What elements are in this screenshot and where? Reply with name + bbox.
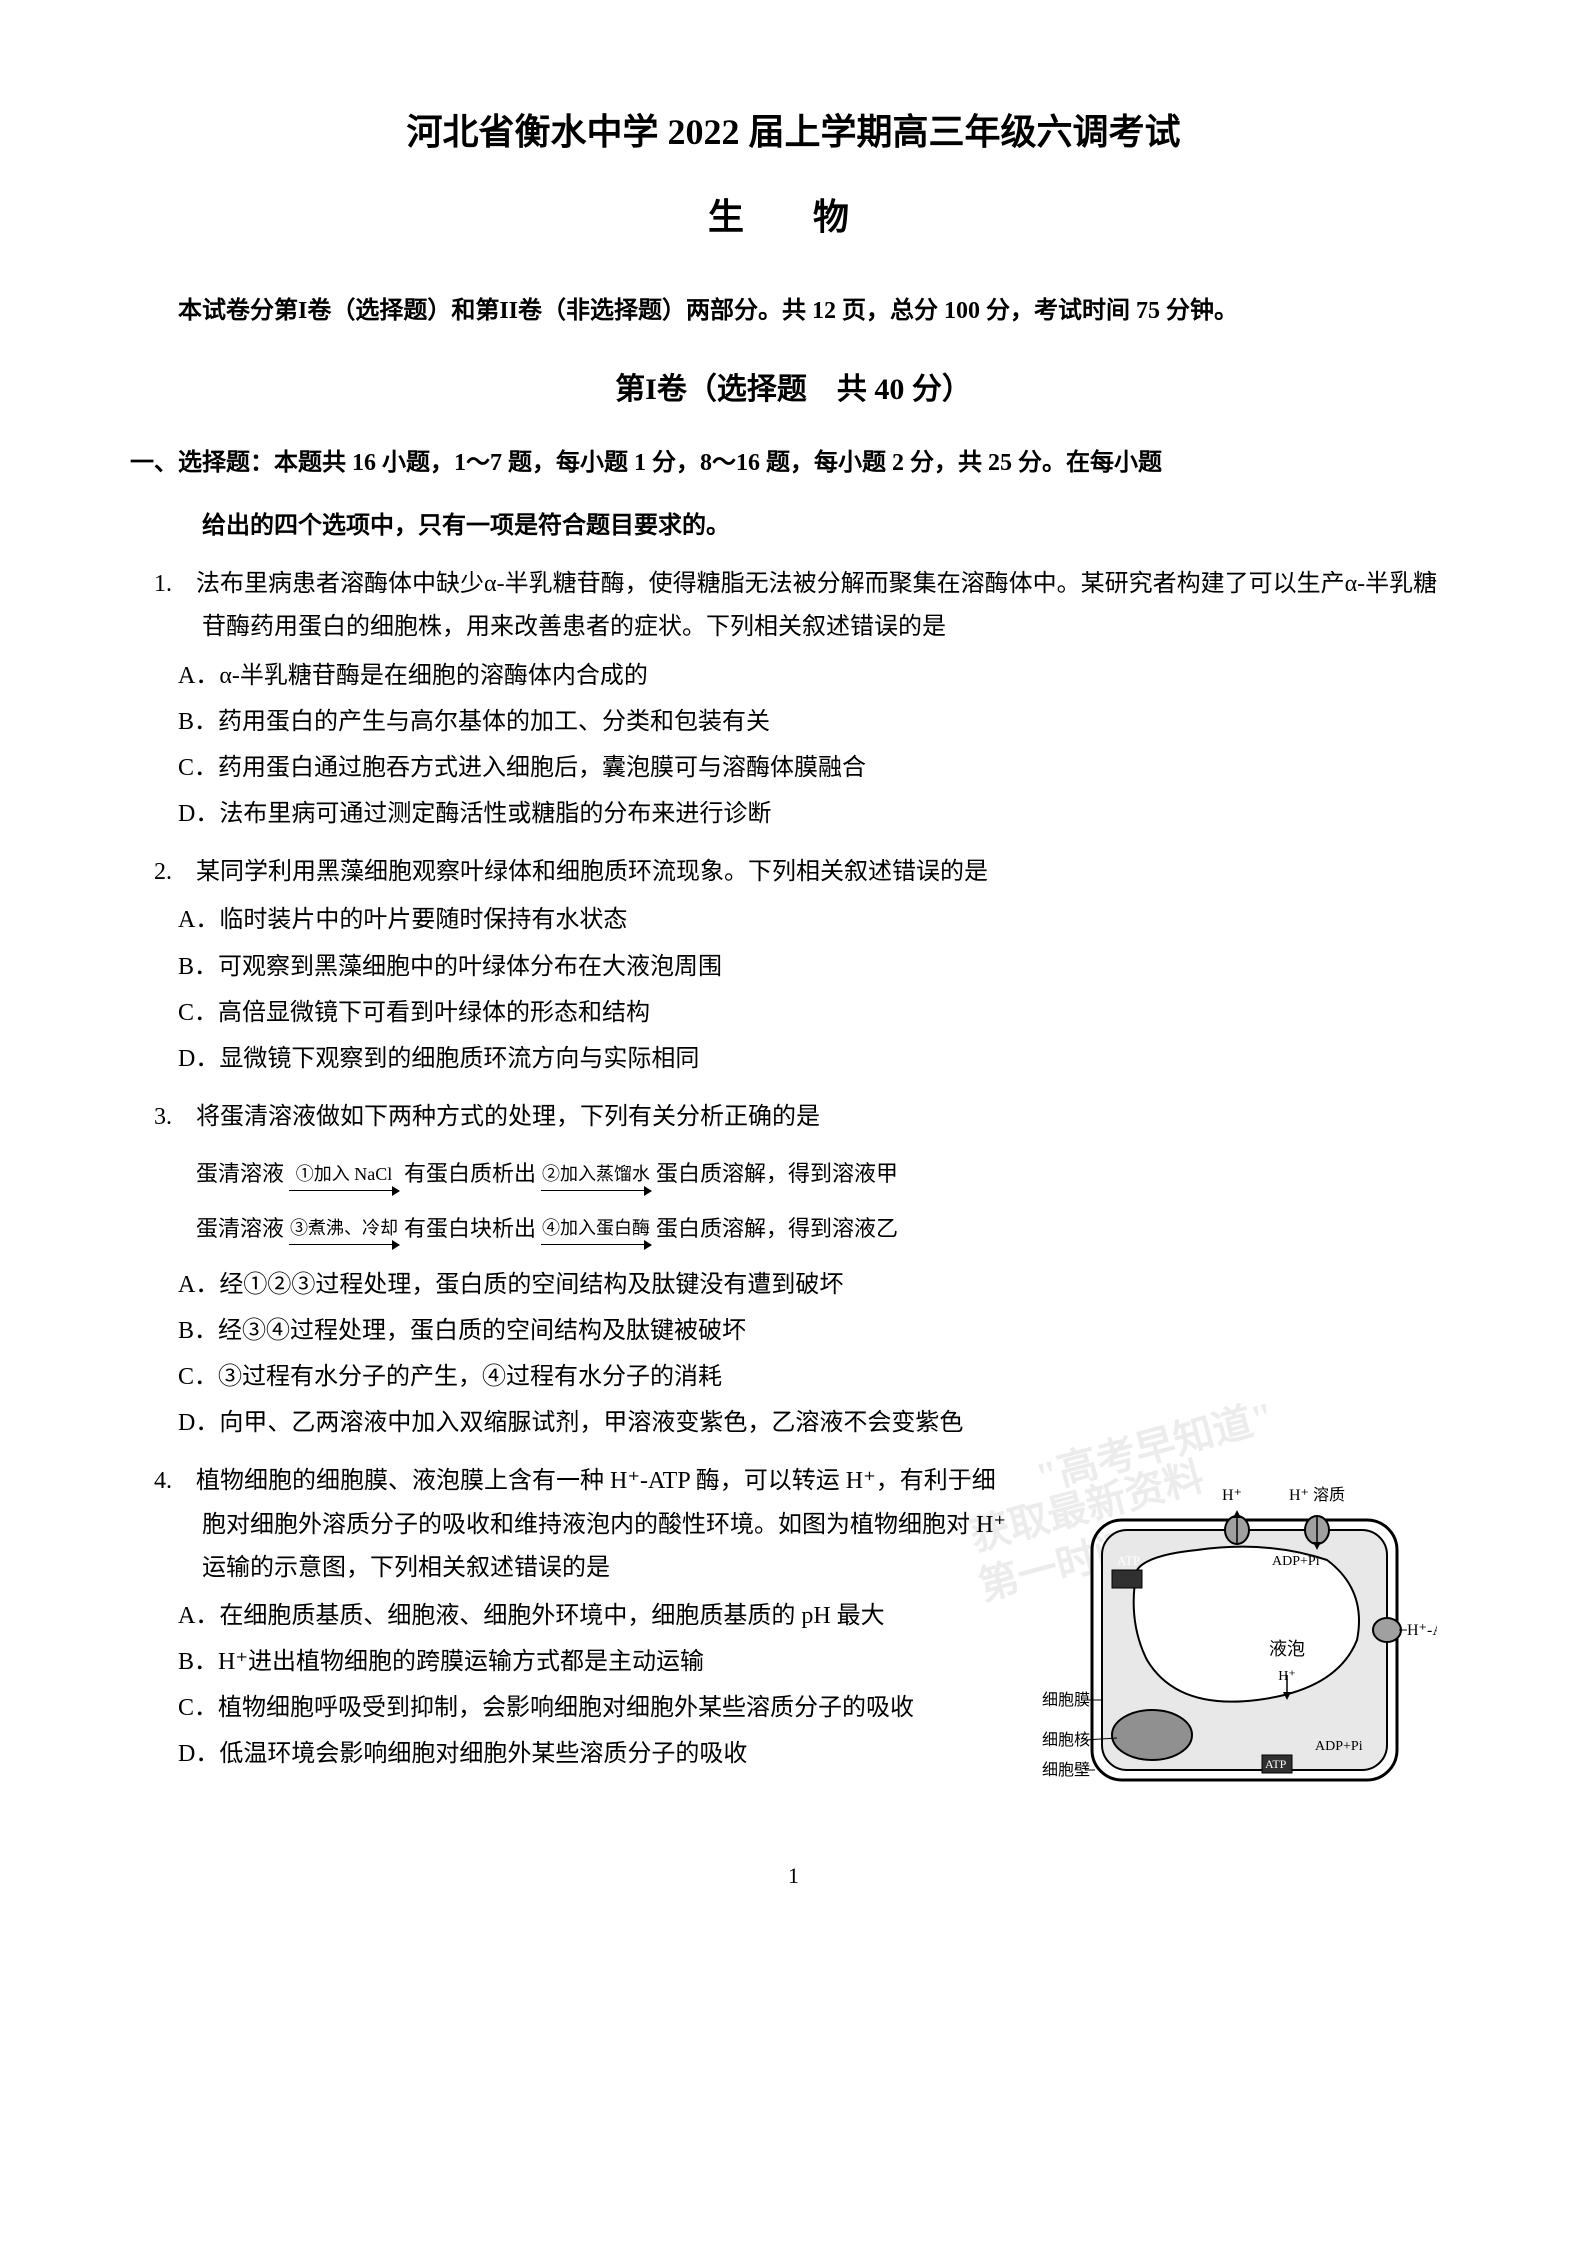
svg-text:H⁺ 溶质: H⁺ 溶质 (1289, 1486, 1345, 1504)
q3-option-c: C．③过程有水分子的产生，④过程有水分子的消耗 (130, 1356, 1457, 1399)
q2-stem: 2. 某同学利用黑藻细胞观察叶绿体和细胞质环流现象。下列相关叙述错误的是 (130, 851, 1457, 894)
q1-option-d: D．法布里病可通过测定酶活性或糖脂的分布来进行诊断 (130, 793, 1457, 836)
q2-option-d: D．显微镜下观察到的细胞质环流方向与实际相同 (130, 1038, 1457, 1081)
section-header: 第I卷（选择题 共 40 分） (130, 363, 1457, 417)
q1-option-c: C．药用蛋白通过胞吞方式进入细胞后，囊泡膜可与溶酶体膜融合 (130, 747, 1457, 790)
section-instruction-2: 给出的四个选项中，只有一项是符合题目要求的。 (130, 505, 1457, 548)
q4-option-c: C．植物细胞呼吸受到抑制，会影响细胞对细胞外某些溶质分子的吸收 (130, 1687, 1017, 1730)
question-4: 4. 植物细胞的细胞膜、液泡膜上含有一种 H⁺-ATP 酶，可以转运 H⁺，有利… (130, 1460, 1457, 1815)
svg-text:H⁺: H⁺ (1278, 1669, 1296, 1684)
q3-flow-2: 蛋清溶液 ③煮沸、冷却 有蛋白块析出 ④加入蛋白酶 蛋白质溶解，得到溶液乙 (130, 1209, 1457, 1249)
flow1-start: 蛋清溶液 (196, 1154, 284, 1194)
exam-title-subject: 生 物 (130, 185, 1457, 250)
flow1-mid: 有蛋白质析出 (404, 1154, 536, 1194)
svg-text:H⁺-ATP酶: H⁺-ATP酶 (1407, 1621, 1437, 1639)
svg-text:ADP+Pi: ADP+Pi (1315, 1739, 1363, 1754)
flow2-start: 蛋清溶液 (196, 1209, 284, 1249)
svg-text:液泡: 液泡 (1269, 1639, 1305, 1659)
q4-option-d: D．低温环境会影响细胞对细胞外某些溶质分子的吸收 (130, 1733, 1017, 1776)
q2-option-a: A．临时装片中的叶片要随时保持有水状态 (130, 899, 1457, 942)
svg-text:H⁺: H⁺ (1222, 1487, 1242, 1504)
flow2-arrow-1: ③煮沸、冷却 (289, 1212, 399, 1245)
q4-figure: H⁺ H⁺ 溶质 ADP+Pi ATP 液泡 H⁺ H⁺-ATP酶 细胞膜 细胞… (1037, 1480, 1457, 1815)
svg-text:细胞核: 细胞核 (1042, 1731, 1090, 1749)
question-3: 3. 将蛋清溶液做如下两种方式的处理，下列有关分析正确的是 蛋清溶液 ①加入 N… (130, 1096, 1457, 1445)
q2-option-b: B．可观察到黑藻细胞中的叶绿体分布在大液泡周围 (130, 946, 1457, 989)
q2-option-c: C．高倍显微镜下可看到叶绿体的形态和结构 (130, 992, 1457, 1035)
q1-option-a: A．α-半乳糖苷酶是在细胞的溶酶体内合成的 (130, 655, 1457, 698)
svg-text:ATP: ATP (1265, 1757, 1287, 1771)
svg-text:ADP+Pi: ADP+Pi (1272, 1554, 1320, 1569)
svg-text:细胞壁: 细胞壁 (1042, 1760, 1090, 1779)
flow1-end: 蛋白质溶解，得到溶液甲 (656, 1154, 898, 1194)
q1-stem: 1. 法布里病患者溶酶体中缺少α-半乳糖苷酶，使得糖脂无法被分解而聚集在溶酶体中… (130, 563, 1457, 649)
section-instruction-1: 一、选择题：本题共 16 小题，1～7 题，每小题 1 分，8～16 题，每小题… (130, 442, 1457, 485)
q3-option-d: D．向甲、乙两溶液中加入双缩脲试剂，甲溶液变紫色，乙溶液不会变紫色 (130, 1402, 1457, 1445)
q4-stem: 4. 植物细胞的细胞膜、液泡膜上含有一种 H⁺-ATP 酶，可以转运 H⁺，有利… (130, 1460, 1017, 1590)
flow2-arrow-2: ④加入蛋白酶 (541, 1212, 651, 1245)
svg-text:ATP: ATP (1117, 1553, 1140, 1568)
exam-title-main: 河北省衡水中学 2022 届上学期高三年级六调考试 (130, 100, 1457, 165)
flow1-arrow-1: ①加入 NaCl (289, 1158, 399, 1191)
q3-flow-1: 蛋清溶液 ①加入 NaCl 有蛋白质析出 ②加入蒸馏水 蛋白质溶解，得到溶液甲 (130, 1154, 1457, 1194)
q4-option-a: A．在细胞质基质、细胞液、细胞外环境中，细胞质基质的 pH 最大 (130, 1595, 1017, 1638)
flow2-end: 蛋白质溶解，得到溶液乙 (656, 1209, 898, 1249)
page-number: 1 (130, 1856, 1457, 1896)
cell-diagram-svg: H⁺ H⁺ 溶质 ADP+Pi ATP 液泡 H⁺ H⁺-ATP酶 细胞膜 细胞… (1037, 1480, 1437, 1800)
q1-option-b: B．药用蛋白的产生与高尔基体的加工、分类和包装有关 (130, 701, 1457, 744)
exam-intro: 本试卷分第I卷（选择题）和第II卷（非选择题）两部分。共 12 页，总分 100… (130, 290, 1457, 333)
q3-stem: 3. 将蛋清溶液做如下两种方式的处理，下列有关分析正确的是 (130, 1096, 1457, 1139)
question-1: 1. 法布里病患者溶酶体中缺少α-半乳糖苷酶，使得糖脂无法被分解而聚集在溶酶体中… (130, 563, 1457, 836)
q3-option-b: B．经③④过程处理，蛋白质的空间结构及肽键被破坏 (130, 1310, 1457, 1353)
flow1-arrow-2: ②加入蒸馏水 (541, 1158, 651, 1191)
q3-option-a: A．经①②③过程处理，蛋白质的空间结构及肽键没有遭到破坏 (130, 1264, 1457, 1307)
svg-text:细胞膜: 细胞膜 (1042, 1691, 1090, 1709)
q4-option-b: B．H⁺进出植物细胞的跨膜运输方式都是主动运输 (130, 1641, 1017, 1684)
question-2: "高考早知道" 获取最新资料 第一时间 2. 某同学利用黑藻细胞观察叶绿体和细胞… (130, 851, 1457, 1081)
flow2-mid: 有蛋白块析出 (404, 1209, 536, 1249)
